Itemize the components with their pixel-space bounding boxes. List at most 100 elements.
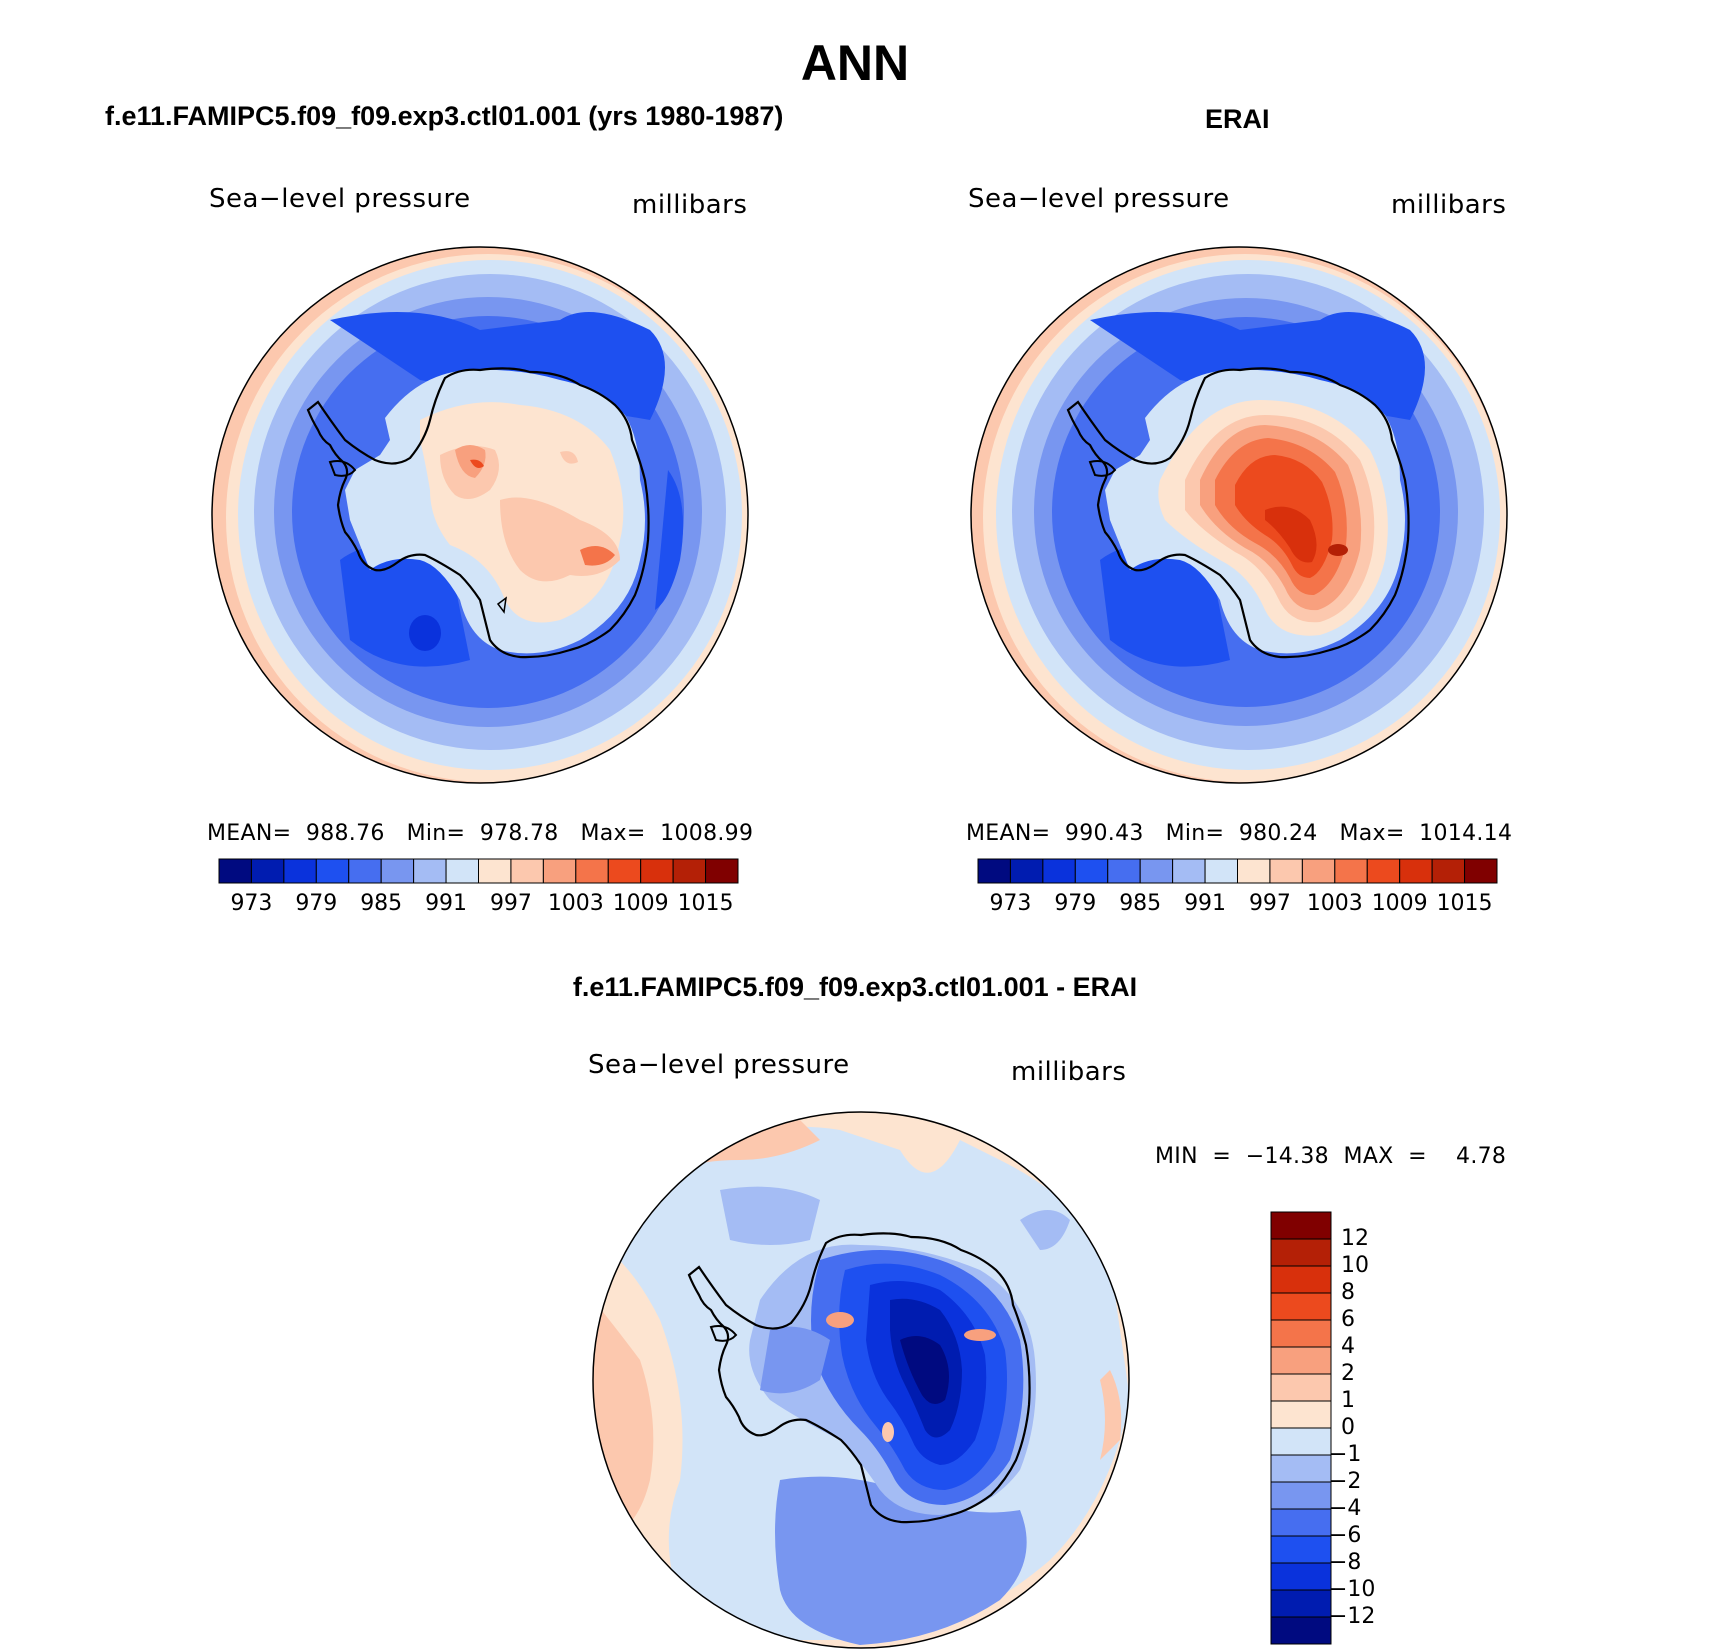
diff-units-label: millibars — [1011, 1057, 1127, 1087]
right-colorbar-swatch — [1204, 858, 1238, 884]
right-colorbar-swatch — [1334, 858, 1368, 884]
diff-colorbar-swatch — [1270, 1373, 1332, 1402]
diff-variable-label: Sea−level pressure — [588, 1050, 850, 1080]
right-stats: MEAN= 990.43 Min= 980.24 Max= 1014.14 — [966, 821, 1513, 846]
diff-stats: MIN = −14.38 MAX = 4.78 — [1155, 1144, 1507, 1169]
right-colorbar-swatch — [1139, 858, 1174, 884]
left-map — [212, 247, 748, 783]
diff-colorbar-swatch — [1270, 1238, 1332, 1267]
right-colorbar-tick-label: 997 — [1248, 891, 1291, 916]
right-units-label: millibars — [1391, 190, 1507, 220]
left-colorbar-tick-label: 1003 — [547, 891, 604, 916]
diff-colorbar-swatch — [1270, 1211, 1332, 1240]
left-colorbar-tick-label: 985 — [360, 891, 403, 916]
right-colorbar-swatch — [1301, 858, 1336, 884]
diff-colorbar-tick-label: 10 — [1341, 1253, 1369, 1278]
diff-colorbar-tick-label: −12 — [1329, 1604, 1376, 1629]
right-colorbar-tick-label: 1009 — [1371, 891, 1428, 916]
diff-colorbar-swatch — [1270, 1589, 1332, 1618]
diff-map-border — [592, 1111, 1130, 1649]
diff-colorbar-tick-label: −8 — [1329, 1550, 1362, 1575]
right-panel-title: ERAI — [1205, 104, 1270, 134]
right-map — [971, 247, 1507, 783]
diff-colorbar-swatch — [1270, 1454, 1332, 1483]
left-stats: MEAN= 988.76 Min= 978.78 Max= 1008.99 — [207, 821, 754, 846]
right-colorbar — [977, 858, 1498, 884]
diff-colorbar-tick-label: 2 — [1341, 1361, 1355, 1386]
left-colorbar-swatch — [218, 858, 252, 884]
diff-colorbar-tick-label: 6 — [1341, 1307, 1355, 1332]
right-colorbar-swatch — [1074, 858, 1109, 884]
diff-colorbar-tick-label: −1 — [1329, 1442, 1362, 1467]
diff-colorbar-swatch — [1270, 1535, 1332, 1564]
diff-colorbar-swatch — [1270, 1481, 1332, 1510]
diff-colorbar-tick-label: −6 — [1329, 1523, 1362, 1548]
right-colorbar-swatch — [1431, 858, 1466, 884]
right-colorbar-swatch — [1042, 858, 1076, 884]
right-colorbar-tick-label: 973 — [989, 891, 1032, 916]
diff-colorbar-swatch — [1270, 1319, 1332, 1348]
left-colorbar-swatch — [283, 858, 317, 884]
right-colorbar-tick-label: 1015 — [1436, 891, 1493, 916]
right-map-border — [970, 246, 1508, 784]
left-colorbar-swatch — [413, 858, 447, 884]
diff-colorbar-tick-label: −4 — [1329, 1496, 1362, 1521]
right-colorbar-swatch — [1107, 858, 1141, 884]
right-colorbar-swatch — [1366, 858, 1401, 884]
left-colorbar-swatch — [478, 858, 512, 884]
diff-colorbar-tick-label: 0 — [1341, 1415, 1355, 1440]
diff-colorbar-swatch — [1270, 1400, 1332, 1429]
right-colorbar-tick-label: 985 — [1119, 891, 1162, 916]
diff-colorbar-tick-label: −10 — [1329, 1577, 1376, 1602]
left-colorbar-swatch — [705, 858, 739, 884]
left-colorbar-tick-label: 1015 — [677, 891, 734, 916]
left-variable-label: Sea−level pressure — [209, 184, 471, 214]
left-colorbar-swatch — [348, 858, 382, 884]
left-colorbar-tick-label: 1009 — [612, 891, 669, 916]
right-colorbar-tick-label: 979 — [1054, 891, 1097, 916]
diff-panel-title: f.e11.FAMIPC5.f09_f09.exp3.ctl01.001 - E… — [572, 972, 1138, 1002]
left-colorbar-swatch — [672, 858, 707, 884]
left-colorbar-swatch — [250, 858, 285, 884]
diff-map — [593, 1112, 1129, 1648]
left-colorbar-swatch — [640, 858, 674, 884]
diff-colorbar-tick-label: 4 — [1341, 1334, 1355, 1359]
diff-colorbar-tick-label: 12 — [1341, 1226, 1369, 1251]
right-colorbar-swatch — [977, 858, 1011, 884]
right-colorbar-swatch — [1172, 858, 1206, 884]
right-colorbar-tick-label: 991 — [1184, 891, 1227, 916]
left-colorbar-swatch — [575, 858, 609, 884]
figure-title: ANN — [800, 35, 910, 91]
diff-colorbar-swatch — [1270, 1346, 1332, 1375]
diff-colorbar-tick-label: 8 — [1341, 1280, 1355, 1305]
left-colorbar-swatch — [315, 858, 350, 884]
left-colorbar-swatch — [380, 858, 415, 884]
left-colorbar — [218, 858, 739, 884]
diff-colorbar-swatch — [1270, 1427, 1332, 1456]
left-colorbar-swatch — [445, 858, 479, 884]
diff-colorbar — [1270, 1211, 1332, 1645]
left-units-label: millibars — [632, 190, 748, 220]
left-panel-title: f.e11.FAMIPC5.f09_f09.exp3.ctl01.001 (yr… — [105, 101, 784, 131]
right-colorbar-swatch — [1464, 858, 1498, 884]
right-colorbar-swatch — [1399, 858, 1433, 884]
left-map-border — [211, 246, 749, 784]
right-colorbar-swatch — [1009, 858, 1044, 884]
left-colorbar-swatch — [607, 858, 642, 884]
left-colorbar-tick-label: 979 — [295, 891, 338, 916]
right-colorbar-swatch — [1269, 858, 1303, 884]
right-variable-label: Sea−level pressure — [968, 184, 1230, 214]
left-colorbar-tick-label: 973 — [230, 891, 273, 916]
left-colorbar-swatch — [510, 858, 544, 884]
right-colorbar-swatch — [1237, 858, 1271, 884]
left-colorbar-tick-label: 991 — [425, 891, 468, 916]
left-colorbar-swatch — [542, 858, 577, 884]
diff-colorbar-swatch — [1270, 1292, 1332, 1321]
diff-colorbar-tick-label: −2 — [1329, 1469, 1362, 1494]
diff-colorbar-swatch — [1270, 1616, 1332, 1645]
diff-colorbar-swatch — [1270, 1265, 1332, 1294]
right-colorbar-tick-label: 1003 — [1306, 891, 1363, 916]
diff-colorbar-swatch — [1270, 1562, 1332, 1591]
diff-colorbar-swatch — [1270, 1508, 1332, 1537]
diff-colorbar-tick-label: 1 — [1341, 1388, 1355, 1413]
